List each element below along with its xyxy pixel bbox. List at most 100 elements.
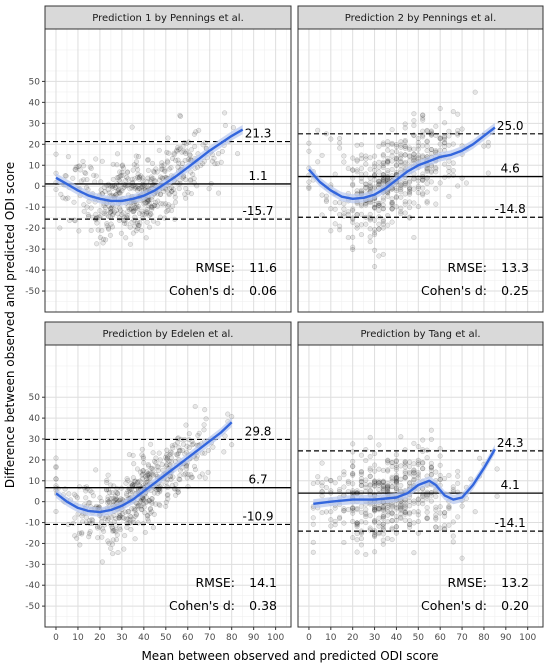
data-point [119, 188, 125, 194]
data-point [411, 509, 417, 515]
data-point [350, 208, 356, 214]
data-point [90, 214, 96, 220]
data-point [110, 495, 116, 501]
data-point [389, 201, 395, 207]
data-point [130, 230, 136, 236]
data-point [116, 190, 122, 196]
data-point [121, 184, 127, 190]
data-point [389, 510, 395, 516]
data-point [411, 498, 417, 504]
data-point [350, 181, 356, 187]
data-point [172, 194, 178, 200]
data-point [402, 509, 408, 515]
data-point [398, 482, 404, 489]
data-point [136, 503, 142, 509]
data-point [102, 209, 108, 215]
data-point [155, 198, 161, 204]
data-point [323, 198, 329, 205]
data-point [150, 175, 156, 182]
data-point [190, 171, 196, 177]
data-point [398, 142, 404, 148]
data-point [407, 205, 413, 211]
x-tick-label: 100 [519, 633, 536, 643]
data-point [132, 176, 138, 182]
data-point [402, 475, 408, 481]
data-point [128, 514, 134, 520]
data-point [372, 153, 378, 159]
data-point [150, 525, 156, 531]
upper-loa-label: 24.3 [497, 436, 524, 450]
data-point [123, 235, 129, 241]
data-point [398, 153, 404, 159]
data-point [165, 159, 171, 165]
data-point [155, 464, 161, 470]
data-point [53, 455, 59, 461]
data-point [402, 178, 408, 185]
data-point [420, 497, 426, 503]
data-point [393, 524, 399, 530]
data-point [89, 516, 95, 522]
x-tick-label: 90 [500, 633, 512, 643]
data-point [372, 549, 378, 555]
data-point [57, 225, 63, 231]
data-point [148, 465, 154, 471]
data-point [415, 183, 421, 190]
data-point [372, 204, 378, 210]
data-point [407, 511, 413, 517]
data-point [415, 155, 421, 161]
data-point [428, 464, 434, 470]
data-point [200, 142, 206, 148]
data-point [376, 486, 382, 493]
data-point [188, 191, 194, 197]
data-point [393, 162, 399, 168]
data-point [182, 471, 188, 477]
data-point [112, 493, 118, 499]
data-point [187, 177, 193, 184]
data-point [389, 199, 395, 205]
data-point [372, 204, 378, 210]
data-point [455, 473, 461, 479]
data-point [108, 206, 114, 212]
upper-loa-label: 21.3 [245, 127, 272, 141]
data-point [229, 442, 235, 448]
data-point [53, 186, 59, 193]
data-point [144, 219, 150, 225]
data-point [442, 136, 448, 143]
data-point [110, 528, 116, 534]
data-point [380, 483, 386, 489]
data-point [446, 504, 452, 510]
data-point [144, 513, 150, 519]
data-point [145, 471, 151, 477]
x-tick-label: 50 [413, 633, 425, 643]
data-point [63, 173, 69, 179]
data-point [172, 199, 179, 205]
y-tick-label: -40 [25, 581, 40, 591]
data-point [109, 525, 115, 531]
data-point [393, 476, 399, 482]
data-point [385, 167, 391, 174]
data-point [415, 444, 421, 450]
data-point [372, 177, 378, 183]
data-point [433, 186, 439, 192]
data-point [341, 201, 347, 207]
data-point [109, 224, 116, 230]
data-point [185, 471, 191, 477]
data-point [163, 463, 169, 469]
data-point [380, 152, 386, 158]
data-point [140, 454, 146, 460]
data-point [189, 442, 195, 448]
data-point [424, 198, 430, 204]
data-point [323, 193, 329, 199]
data-point [407, 146, 413, 153]
data-point [174, 440, 180, 446]
data-point [398, 159, 404, 165]
data-point [319, 212, 325, 218]
data-point [415, 143, 421, 149]
data-point [101, 528, 107, 534]
data-point [350, 458, 356, 465]
data-point [183, 422, 189, 428]
data-point [129, 185, 135, 191]
data-point [221, 449, 227, 455]
data-point [111, 519, 117, 525]
data-point [140, 501, 147, 507]
